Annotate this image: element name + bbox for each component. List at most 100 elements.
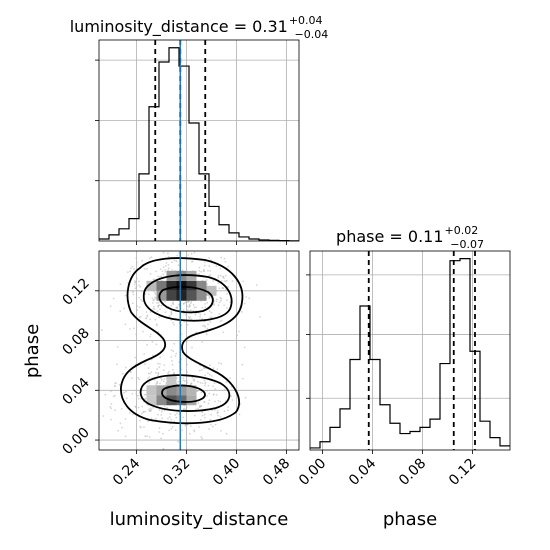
sample-point (162, 273, 165, 276)
sample-point (123, 391, 126, 394)
sample-point (157, 275, 159, 278)
sample-point (141, 412, 143, 415)
ld-title: luminosity_distance = 0.31+0.04 −0.04 (70, 14, 329, 41)
sample-point (204, 303, 207, 305)
sample-point (155, 270, 158, 273)
sample-point (223, 388, 226, 391)
sample-point (212, 367, 215, 369)
sample-point (138, 316, 141, 319)
sample-point (138, 378, 141, 381)
sample-point (155, 382, 158, 385)
sample-point (206, 301, 209, 304)
sample-point (162, 369, 165, 371)
sample-point (214, 400, 216, 403)
sample-point (206, 327, 209, 330)
x-tick-label-lumi-1: 0.32 (160, 456, 193, 489)
sample-point (241, 377, 244, 380)
sample-point (204, 261, 206, 263)
sample-point (172, 321, 174, 324)
sample-point (189, 316, 192, 319)
sample-point (177, 440, 179, 443)
sample-point (208, 296, 211, 299)
sample-point (125, 390, 127, 393)
sample-point (175, 352, 178, 355)
sample-point (153, 305, 155, 308)
sample-point (163, 364, 166, 366)
density-cell-6 (176, 290, 187, 301)
sample-point (176, 307, 179, 310)
sample-point (201, 382, 204, 385)
sample-point (150, 409, 153, 411)
density-cell-5 (166, 290, 177, 301)
sample-point (183, 380, 186, 382)
sample-point (138, 306, 141, 308)
sample-point (208, 399, 211, 401)
sample-point (219, 274, 222, 277)
sample-point (160, 411, 163, 413)
ld-histogram-step (99, 47, 299, 242)
sample-point (143, 353, 146, 355)
sample-point (168, 315, 171, 317)
sample-point (153, 379, 156, 381)
sample-point (139, 286, 142, 288)
sample-point (206, 390, 208, 392)
sample-point (201, 414, 204, 417)
sample-point (198, 426, 201, 428)
sample-point (225, 432, 228, 435)
sample-point (149, 333, 152, 336)
sample-point (143, 426, 145, 428)
sample-point (156, 310, 159, 313)
sample-point (101, 329, 103, 332)
sample-point (129, 270, 132, 273)
sample-point (217, 282, 220, 285)
sample-point (199, 406, 201, 408)
sample-point (109, 406, 112, 408)
sample-point (167, 264, 170, 266)
sample-point (200, 436, 203, 438)
sample-point (162, 266, 165, 269)
y-tick-label-phase-3: 0.12 (59, 275, 92, 308)
sample-point (209, 321, 212, 323)
sample-point (175, 260, 178, 263)
sample-point (154, 296, 157, 298)
sample-point (202, 269, 205, 272)
sample-point (136, 305, 138, 307)
sample-point (135, 257, 138, 259)
sample-point (155, 323, 158, 326)
sample-point (245, 296, 248, 298)
sample-point (141, 259, 144, 262)
sample-point (176, 254, 179, 257)
sample-point (204, 381, 207, 384)
sample-point (190, 382, 193, 385)
sample-point (162, 447, 165, 450)
sample-point (199, 418, 202, 421)
sample-point (215, 393, 218, 396)
sample-point (148, 257, 151, 259)
sample-point (231, 399, 234, 401)
sample-point (148, 408, 151, 411)
sample-point (135, 333, 138, 336)
sample-point (109, 305, 112, 308)
sample-point (181, 429, 184, 431)
sample-point (164, 269, 167, 271)
sample-point (158, 366, 161, 369)
sample-point (102, 415, 105, 417)
sample-point (127, 271, 129, 273)
sample-point (147, 367, 150, 369)
density-cell-24 (166, 375, 177, 386)
sample-point (138, 296, 140, 299)
sample-point (196, 390, 199, 392)
sample-point (219, 299, 222, 302)
sample-point (124, 435, 127, 438)
sample-point (156, 368, 159, 370)
sample-point (213, 382, 216, 385)
density-cell-25 (146, 395, 157, 406)
phase-quantile-lines (367, 251, 476, 450)
sample-point (135, 285, 138, 288)
joint-ticks (95, 290, 287, 454)
sample-point (198, 269, 201, 272)
sample-point (184, 314, 187, 316)
sample-point (199, 316, 202, 318)
sample-point (191, 376, 194, 379)
sample-point (172, 350, 175, 353)
